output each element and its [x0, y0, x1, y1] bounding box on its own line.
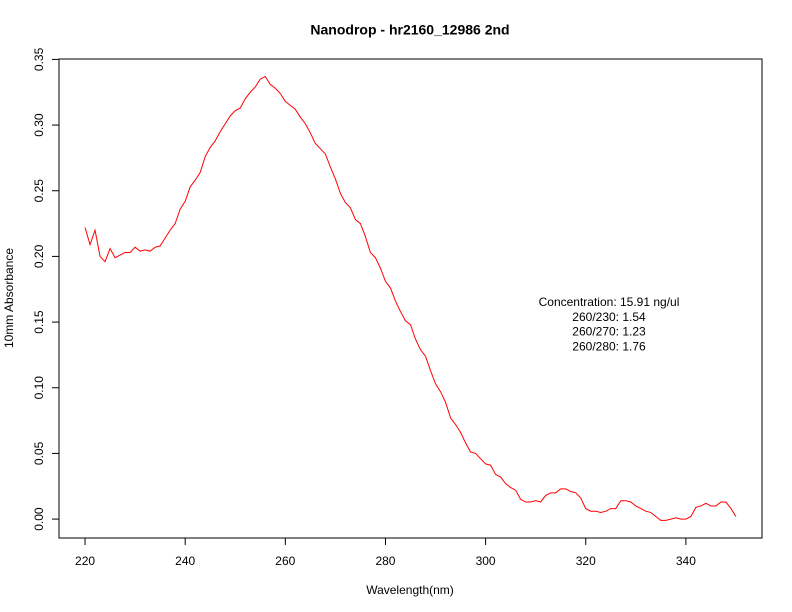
x-tick-label: 220 [75, 554, 95, 568]
y-tick-label: 0.00 [32, 507, 46, 531]
x-tick-label: 340 [676, 554, 696, 568]
y-tick-label: 0.25 [32, 179, 46, 203]
annotation: 260/270: 1.23 [572, 325, 646, 339]
y-tick-label: 0.30 [32, 113, 46, 137]
spectrum-line [84, 75, 737, 521]
chart-title: Nanodrop - hr2160_12986 2nd [310, 22, 509, 38]
annotation: 260/230: 1.54 [572, 310, 646, 324]
y-tick-label: 0.35 [32, 47, 46, 71]
x-axis-label: Wavelength(nm) [366, 583, 454, 597]
x-tick-label: 300 [476, 554, 496, 568]
x-tick-label: 240 [175, 554, 195, 568]
x-tick-label: 320 [576, 554, 596, 568]
x-tick-label: 260 [275, 554, 295, 568]
x-tick-label: 280 [375, 554, 395, 568]
plot-box [58, 58, 763, 539]
annotation: Concentration: 15.91 ng/ul [539, 295, 680, 309]
y-tick-label: 0.15 [32, 310, 46, 334]
y-tick-label: 0.10 [32, 376, 46, 400]
y-axis-label: 10mm Absorbance [2, 248, 16, 348]
y-tick-label: 0.20 [32, 244, 46, 268]
y-tick-label: 0.05 [32, 441, 46, 465]
annotation: 260/280: 1.76 [572, 339, 646, 353]
